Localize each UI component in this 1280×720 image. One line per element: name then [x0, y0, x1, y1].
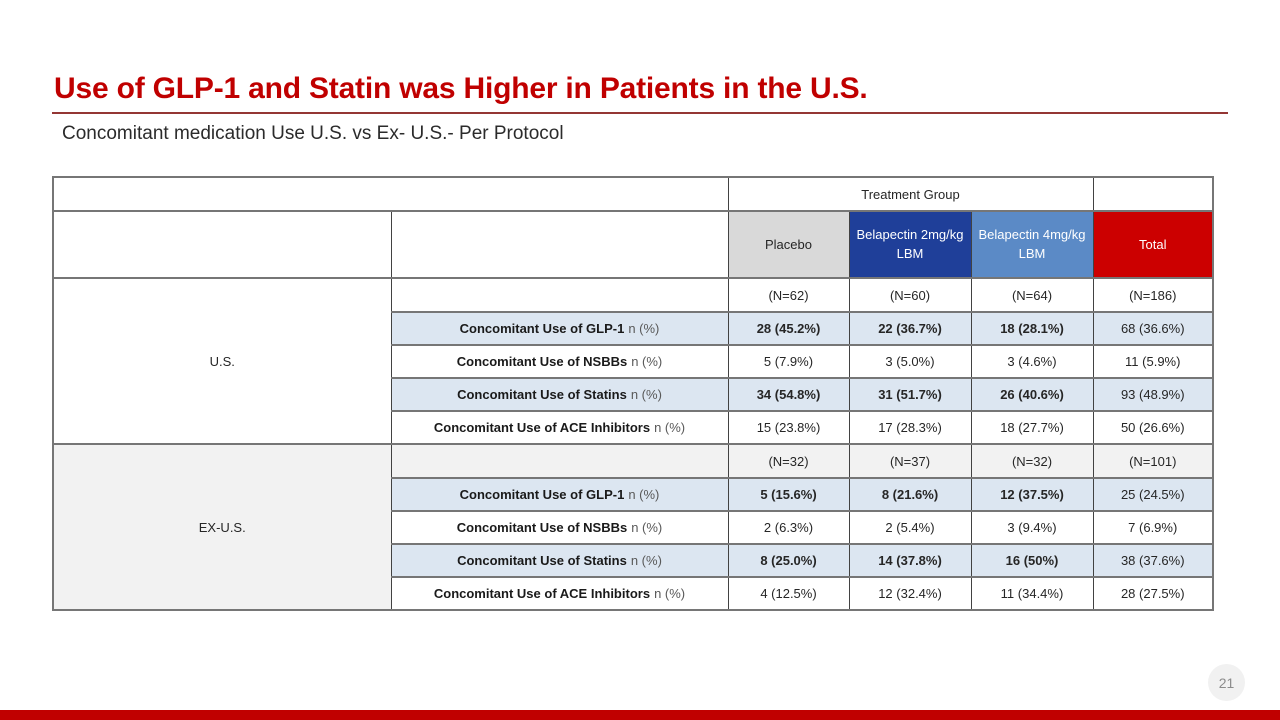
total-cell: 93 (48.9%): [1092, 377, 1214, 412]
data-cell: 31 (51.7%): [848, 377, 972, 412]
data-cell: 3 (4.6%): [970, 344, 1094, 379]
total-cell: 7 (6.9%): [1092, 510, 1214, 545]
page-number-badge: 21: [1208, 664, 1245, 701]
data-cell: 26 (40.6%): [970, 377, 1094, 412]
data-cell: 12 (37.5%): [970, 477, 1094, 512]
total-cell: 11 (5.9%): [1092, 344, 1214, 379]
column-header-total: Total: [1092, 210, 1214, 279]
bottom-accent-bar: [0, 710, 1280, 720]
data-cell: 17 (28.3%): [848, 410, 972, 445]
n-count-cell: (N=62): [727, 277, 850, 313]
data-cell: 11 (34.4%): [970, 576, 1094, 611]
n-count-cell: (N=186): [1092, 277, 1214, 313]
row-label-suffix: n (%): [654, 420, 686, 435]
data-cell: 12 (32.4%): [848, 576, 972, 611]
n-count-cell: (N=60): [848, 277, 972, 313]
data-cell: 18 (28.1%): [970, 311, 1094, 346]
total-cell: 68 (36.6%): [1092, 311, 1214, 346]
data-cell: 8 (21.6%): [848, 477, 972, 512]
row-label-text: Concomitant Use of Statins: [457, 387, 627, 402]
header-spacer-cell-right: [1092, 176, 1214, 212]
n-count-cell: (N=64): [970, 277, 1094, 313]
row-label-suffix: n (%): [654, 586, 686, 601]
row-label-text: Concomitant Use of NSBBs: [456, 354, 628, 369]
row-label: Concomitant Use of ACE Inhibitors n (%): [390, 410, 729, 445]
treatment-group-header: Treatment Group: [727, 176, 1094, 212]
colhead-spacer-group: [52, 210, 392, 279]
row-label-text: Concomitant Use of NSBBs: [456, 520, 628, 535]
row-label-suffix: n (%): [630, 553, 662, 568]
row-label: Concomitant Use of ACE Inhibitors n (%): [390, 576, 729, 611]
row-label-suffix: n (%): [628, 321, 660, 336]
n-row-label-spacer: [390, 443, 729, 479]
row-label-suffix: n (%): [631, 354, 663, 369]
row-label: Concomitant Use of GLP-1 n (%): [390, 311, 729, 346]
row-label: Concomitant Use of Statins n (%): [390, 377, 729, 412]
column-header-belapectin-2mg: Belapectin 2mg/kg LBM: [848, 210, 972, 279]
data-cell: 28 (45.2%): [727, 311, 850, 346]
total-cell: 28 (27.5%): [1092, 576, 1214, 611]
data-cell: 8 (25.0%): [727, 543, 850, 578]
n-row-label-spacer: [390, 277, 729, 313]
title-underline: [52, 112, 1228, 114]
concomitant-medication-table: Treatment Group Placebo Belapectin 2mg/k…: [52, 176, 1214, 611]
row-group-ex-us: EX-U.S.: [52, 443, 392, 611]
data-cell: 18 (27.7%): [970, 410, 1094, 445]
data-cell: 2 (6.3%): [727, 510, 850, 545]
row-label: Concomitant Use of GLP-1 n (%): [390, 477, 729, 512]
row-label-text: Concomitant Use of GLP-1: [459, 487, 625, 502]
data-cell: 34 (54.8%): [727, 377, 850, 412]
data-cell: 14 (37.8%): [848, 543, 972, 578]
page-title: Use of GLP-1 and Statin was Higher in Pa…: [54, 72, 868, 105]
page-number: 21: [1218, 674, 1235, 691]
data-cell: 15 (23.8%): [727, 410, 850, 445]
header-spacer-cell: [52, 176, 729, 212]
total-cell: 25 (24.5%): [1092, 477, 1214, 512]
data-cell: 3 (5.0%): [848, 344, 972, 379]
row-label-text: Concomitant Use of Statins: [457, 553, 627, 568]
total-cell: 38 (37.6%): [1092, 543, 1214, 578]
row-group-us: U.S.: [52, 277, 392, 445]
row-label: Concomitant Use of NSBBs n (%): [390, 344, 729, 379]
row-label-text: Concomitant Use of ACE Inhibitors: [433, 420, 651, 435]
row-label: Concomitant Use of NSBBs n (%): [390, 510, 729, 545]
total-cell: 50 (26.6%): [1092, 410, 1214, 445]
data-cell: 16 (50%): [970, 543, 1094, 578]
column-header-placebo: Placebo: [727, 210, 850, 279]
data-cell: 3 (9.4%): [970, 510, 1094, 545]
n-count-cell: (N=32): [970, 443, 1094, 479]
n-count-cell: (N=37): [848, 443, 972, 479]
data-cell: 5 (7.9%): [727, 344, 850, 379]
slide-subtitle: Concomitant medication Use U.S. vs Ex- U…: [62, 123, 564, 144]
row-label-suffix: n (%): [631, 520, 663, 535]
row-label-text: Concomitant Use of ACE Inhibitors: [433, 586, 651, 601]
data-cell: 5 (15.6%): [727, 477, 850, 512]
data-cell: 22 (36.7%): [848, 311, 972, 346]
row-label: Concomitant Use of Statins n (%): [390, 543, 729, 578]
column-header-belapectin-4mg: Belapectin 4mg/kg LBM: [970, 210, 1094, 279]
n-count-cell: (N=32): [727, 443, 850, 479]
row-label-text: Concomitant Use of GLP-1: [459, 321, 625, 336]
row-label-suffix: n (%): [630, 387, 662, 402]
n-count-cell: (N=101): [1092, 443, 1214, 479]
data-cell: 4 (12.5%): [727, 576, 850, 611]
colhead-spacer-label: [390, 210, 729, 279]
data-cell: 2 (5.4%): [848, 510, 972, 545]
row-label-suffix: n (%): [628, 487, 660, 502]
